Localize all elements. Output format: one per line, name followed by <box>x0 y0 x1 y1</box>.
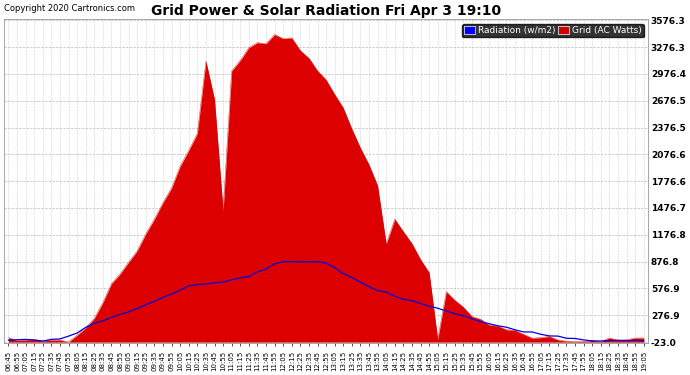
Title: Grid Power & Solar Radiation Fri Apr 3 19:10: Grid Power & Solar Radiation Fri Apr 3 1… <box>151 4 501 18</box>
Legend: Radiation (w/m2), Grid (AC Watts): Radiation (w/m2), Grid (AC Watts) <box>462 24 644 38</box>
Text: Copyright 2020 Cartronics.com: Copyright 2020 Cartronics.com <box>4 4 135 13</box>
